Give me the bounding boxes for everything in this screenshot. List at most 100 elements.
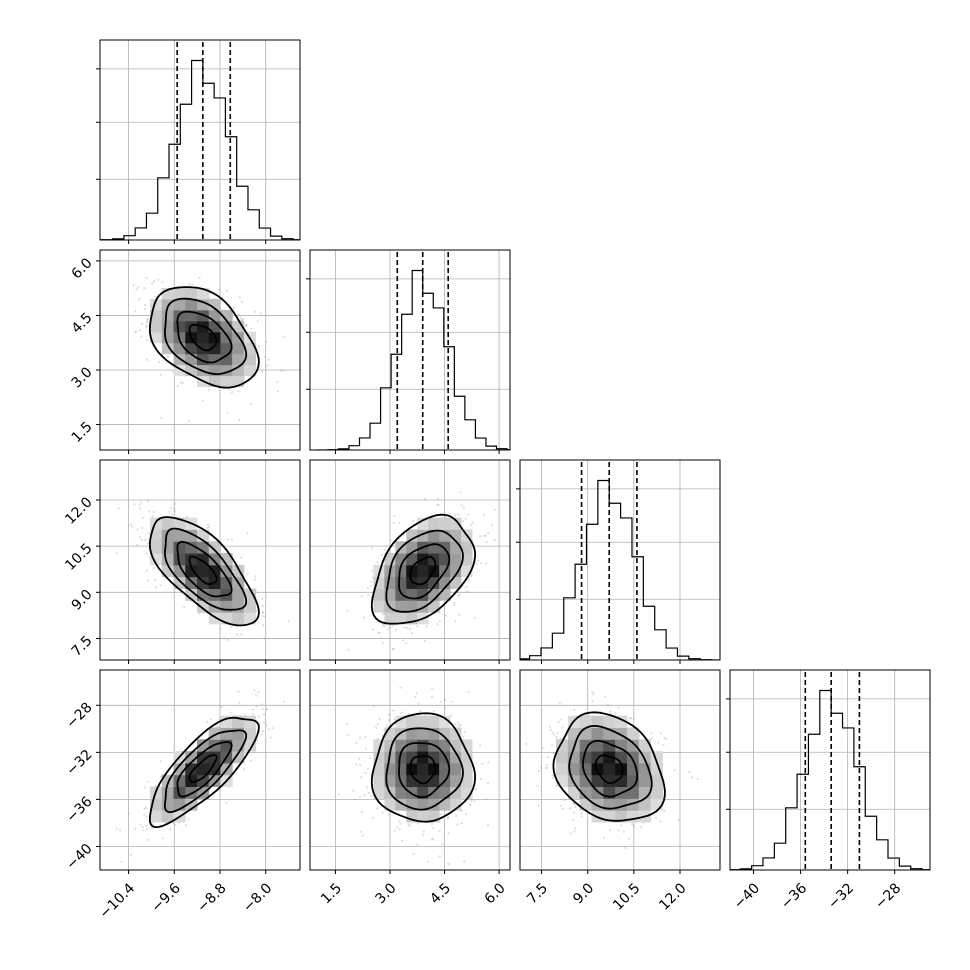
density-cell	[161, 342, 175, 355]
scatter-point	[629, 716, 633, 720]
scatter-point	[476, 559, 480, 562]
scatter-point	[238, 296, 241, 299]
panel-frame	[309, 669, 511, 871]
scatter-point	[392, 709, 395, 712]
density-cell	[406, 762, 418, 776]
density-cell	[461, 553, 473, 566]
density-cell	[406, 774, 418, 788]
x-tick-label: −32	[825, 880, 857, 912]
density-cell	[406, 553, 418, 566]
density-cell	[626, 751, 640, 764]
scatter-point	[137, 286, 140, 289]
panel-frame	[519, 459, 721, 661]
density-cell	[417, 762, 429, 776]
scatter-point	[470, 799, 473, 802]
density-cell	[161, 810, 175, 823]
scatter-point	[179, 381, 182, 384]
scatter-point	[140, 538, 144, 542]
scatter-point	[261, 615, 264, 618]
scatter-point	[485, 562, 488, 565]
scatter-point	[263, 615, 266, 618]
panel-frame	[99, 39, 301, 241]
density-cell	[161, 786, 175, 799]
density-cell	[173, 576, 186, 589]
density-cell	[232, 612, 245, 625]
scatter-point	[443, 706, 446, 709]
scatter-point	[469, 523, 473, 527]
scatter-point	[381, 811, 384, 814]
panel-content	[115, 499, 290, 642]
panel-1-0: 1.5 3.0 4.5 6.0	[69, 249, 301, 454]
scatter-point	[475, 562, 478, 565]
contour-1	[176, 310, 233, 364]
scatter-point	[265, 364, 269, 367]
scatter-point	[187, 282, 191, 286]
scatter-point	[181, 381, 184, 385]
density-cell	[384, 588, 396, 601]
scatter-point	[382, 624, 385, 627]
scatter-point	[419, 709, 422, 713]
scatter-point	[471, 521, 474, 524]
scatter-point	[370, 580, 373, 583]
scatter-point	[251, 712, 255, 716]
density-cell	[150, 810, 163, 823]
scatter-point	[244, 324, 247, 328]
scatter-point	[572, 818, 575, 821]
panel-frame	[99, 669, 301, 871]
scatter-point	[458, 724, 461, 727]
scatter-point	[469, 803, 472, 806]
scatter-point	[358, 736, 361, 739]
scatter-point	[555, 735, 558, 739]
density-cell	[173, 342, 186, 355]
x-tick-label: 10.5	[610, 880, 643, 913]
density-cell	[196, 564, 210, 578]
density-cell	[461, 751, 473, 764]
scatter-point	[432, 826, 435, 830]
scatter-point	[539, 766, 543, 769]
density-cell	[417, 751, 429, 764]
scatter-point	[146, 828, 149, 831]
x-tick-label: −9.6	[149, 880, 184, 915]
scatter-point	[138, 329, 142, 332]
scatter-point	[436, 497, 439, 500]
scatter-point	[355, 763, 358, 766]
scatter-point	[127, 812, 130, 815]
density-cell	[220, 331, 233, 344]
scatter-point	[412, 519, 415, 522]
scatter-point	[198, 276, 201, 279]
scatter-point	[358, 795, 362, 798]
panel-1-1	[306, 249, 511, 454]
scatter-point	[140, 501, 143, 504]
scatter-point	[464, 517, 467, 521]
scatter-point	[166, 355, 169, 358]
density-cell	[439, 739, 451, 752]
panel-frame	[99, 459, 301, 661]
scatter-point	[186, 515, 189, 519]
density-cell	[603, 715, 616, 728]
density-cell	[428, 600, 440, 613]
scatter-point	[629, 717, 632, 720]
scatter-point	[445, 614, 448, 617]
scatter-point	[187, 818, 190, 821]
density-cell	[232, 727, 245, 740]
scatter-point	[229, 711, 232, 714]
scatter-point	[239, 556, 243, 559]
scatter-point	[363, 794, 366, 797]
scatter-point	[237, 314, 240, 317]
density-cell	[591, 715, 604, 728]
density-cell	[185, 298, 198, 311]
scatter-point	[154, 579, 157, 582]
scatter-point	[233, 306, 236, 309]
density-cell	[395, 739, 407, 752]
scatter-point	[218, 288, 221, 292]
density-cell	[185, 364, 198, 377]
scatter-point	[261, 611, 264, 614]
density-cell	[615, 762, 628, 776]
density-cell	[417, 588, 429, 601]
density-cell	[384, 727, 396, 740]
scatter-point	[143, 813, 146, 816]
scatter-point	[264, 340, 268, 343]
scatter-point	[603, 695, 607, 698]
scatter-point	[487, 531, 490, 535]
scatter-point	[236, 633, 239, 636]
